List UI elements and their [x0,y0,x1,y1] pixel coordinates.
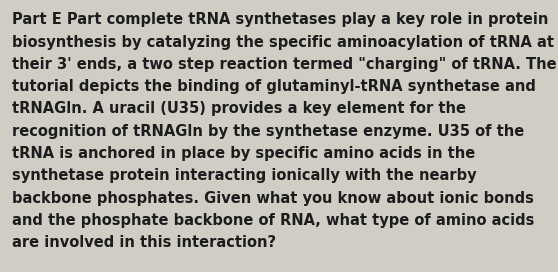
Text: biosynthesis by catalyzing the specific aminoacylation of tRNA at: biosynthesis by catalyzing the specific … [12,35,554,50]
Text: are involved in this interaction?: are involved in this interaction? [12,235,276,250]
Text: tRNA is anchored in place by specific amino acids in the: tRNA is anchored in place by specific am… [12,146,475,161]
Text: backbone phosphates. Given what you know about ionic bonds: backbone phosphates. Given what you know… [12,191,534,206]
Text: their 3' ends, a two step reaction termed "charging" of tRNA. The: their 3' ends, a two step reaction terme… [12,57,557,72]
Text: tutorial depicts the binding of glutaminyl-tRNA synthetase and: tutorial depicts the binding of glutamin… [12,79,536,94]
Text: synthetase protein interacting ionically with the nearby: synthetase protein interacting ionically… [12,168,477,183]
Text: and the phosphate backbone of RNA, what type of amino acids: and the phosphate backbone of RNA, what … [12,213,535,228]
Text: recognition of tRNAGln by the synthetase enzyme. U35 of the: recognition of tRNAGln by the synthetase… [12,124,525,139]
Text: tRNAGln. A uracil (U35) provides a key element for the: tRNAGln. A uracil (U35) provides a key e… [12,101,466,116]
Text: Part E Part complete tRNA synthetases play a key role in protein: Part E Part complete tRNA synthetases pl… [12,12,549,27]
